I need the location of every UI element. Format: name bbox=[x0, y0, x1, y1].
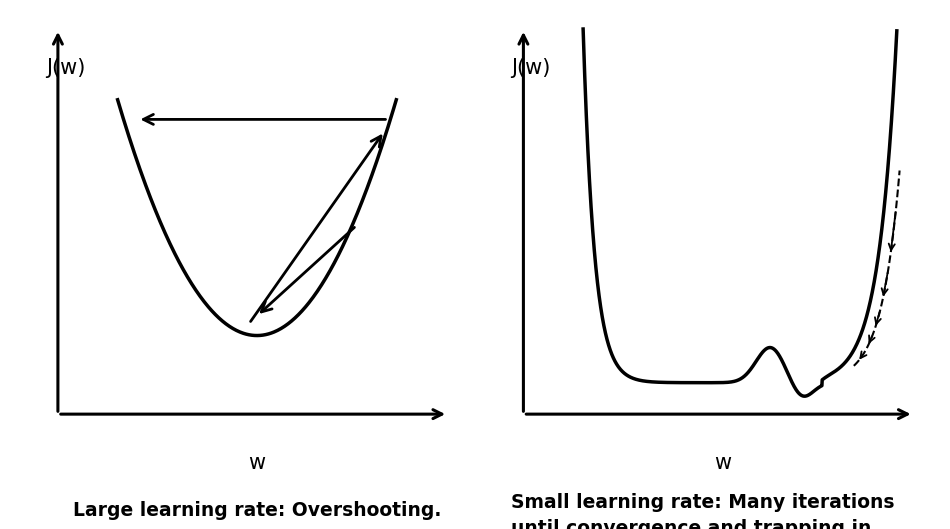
Text: J(w): J(w) bbox=[511, 58, 551, 78]
Text: w: w bbox=[713, 453, 731, 473]
Text: Small learning rate: Many iterations
until convergence and trapping in
local min: Small learning rate: Many iterations unt… bbox=[511, 492, 895, 529]
Text: Large learning rate: Overshooting.: Large learning rate: Overshooting. bbox=[73, 500, 441, 519]
Text: J(w): J(w) bbox=[46, 58, 86, 78]
Text: w: w bbox=[248, 453, 265, 473]
